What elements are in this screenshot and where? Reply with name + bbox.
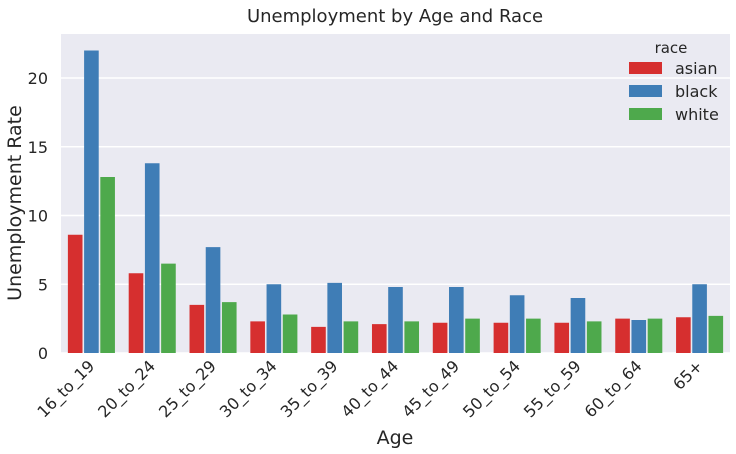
- bar-asian: [554, 322, 570, 353]
- y-tick-label: 5: [38, 275, 48, 294]
- bar-black: [449, 287, 464, 353]
- legend-label-asian: asian: [675, 59, 718, 78]
- bar-black: [327, 282, 342, 353]
- bar-white: [404, 321, 420, 353]
- y-tick-labels: 0 5 10 15 20: [28, 69, 48, 363]
- bar-white: [100, 177, 115, 353]
- bar-black: [631, 320, 647, 353]
- legend-swatch-white: [629, 108, 662, 120]
- chart-title: Unemployment by Age and Race: [247, 6, 543, 27]
- x-axis-label: Age: [377, 427, 414, 449]
- bar-black: [570, 298, 586, 353]
- bar-asian: [432, 322, 448, 353]
- bar-asian: [67, 234, 83, 353]
- bar-white: [282, 314, 298, 353]
- legend-items: asian black white: [629, 59, 719, 124]
- bar-white: [708, 315, 724, 353]
- bar-asian: [493, 322, 509, 353]
- y-tick-label: 15: [28, 138, 48, 157]
- legend-label-black: black: [675, 82, 718, 101]
- bar-asian: [676, 317, 691, 353]
- bar-asian: [128, 273, 144, 353]
- bar-black: [388, 287, 403, 353]
- bar-black: [692, 284, 707, 353]
- bar-black: [205, 247, 221, 353]
- bar-white: [526, 318, 541, 353]
- bar-white: [343, 321, 359, 353]
- bar-black: [84, 50, 99, 353]
- bar-asian: [371, 324, 387, 353]
- legend-label-white: white: [675, 105, 719, 124]
- y-tick-label: 20: [28, 69, 48, 88]
- bar-asian: [615, 318, 630, 353]
- bar-black: [509, 295, 525, 353]
- legend-swatch-black: [629, 85, 662, 97]
- bar-black: [144, 163, 160, 353]
- legend: race asian black white: [629, 39, 719, 124]
- bar-white: [161, 263, 176, 353]
- bar-asian: [311, 326, 326, 353]
- y-tick-label: 10: [28, 207, 48, 226]
- y-axis-label: Unemployment Rate: [4, 105, 26, 301]
- legend-title: race: [655, 39, 688, 57]
- y-tick-label: 0: [38, 344, 48, 363]
- bar-white: [465, 318, 480, 353]
- bar-black: [266, 284, 282, 353]
- bar-asian: [189, 304, 205, 353]
- bar-white: [221, 302, 237, 353]
- bar-asian: [250, 321, 265, 353]
- bars: [67, 50, 724, 353]
- bar-white: [586, 321, 602, 353]
- bar-white: [647, 318, 663, 353]
- legend-swatch-asian: [629, 62, 662, 74]
